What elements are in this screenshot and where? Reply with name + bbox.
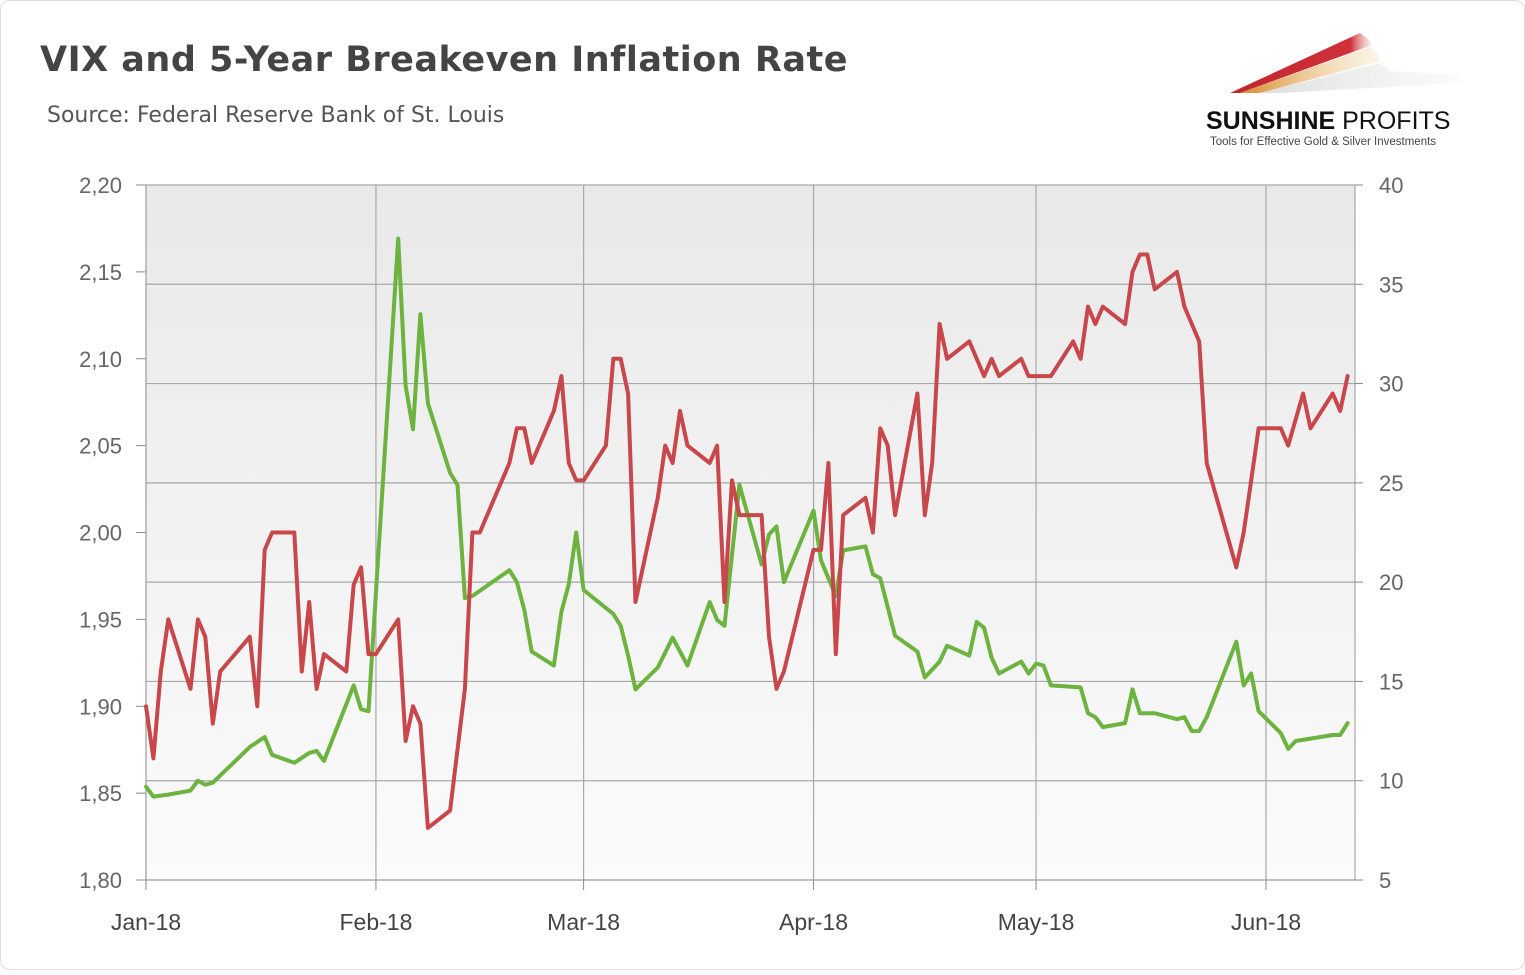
right-tick-label: 25 — [1379, 471, 1403, 496]
left-tick-label: 2,20 — [79, 173, 122, 198]
left-tick-label: 1,90 — [79, 694, 122, 719]
x-tick-label: Jan-18 — [111, 909, 181, 935]
logo-name-light: PROFITS — [1335, 107, 1451, 135]
right-tick-label: 35 — [1379, 272, 1403, 297]
sunshine-profits-logo: SUNSHINE PROFITS Tools for Effective Gol… — [1200, 25, 1500, 155]
left-tick-label: 2,10 — [79, 347, 122, 372]
logo-name-bold: SUNSHINE — [1206, 107, 1336, 135]
right-tick-label: 10 — [1379, 769, 1403, 794]
right-tick-label: 40 — [1379, 173, 1403, 198]
x-tick-label: May-18 — [998, 909, 1075, 935]
left-tick-label: 1,80 — [79, 868, 122, 893]
right-tick-label: 20 — [1379, 570, 1403, 595]
logo-tagline: Tools for Effective Gold & Silver Invest… — [1210, 136, 1437, 148]
logo-name: SUNSHINE PROFITS — [1206, 107, 1450, 136]
left-tick-label: 1,95 — [79, 607, 122, 632]
left-tick-label: 2,00 — [79, 521, 122, 546]
x-tick-label: Feb-18 — [339, 909, 412, 935]
plot-area — [146, 185, 1355, 880]
axes: 5 10 15 20 25 30 35 40 1,80 1,85 1,90 1,95 2,00 2,05 2… — [79, 173, 1403, 935]
chart-title: VIX and 5-Year Breakeven Inflation Rate — [40, 40, 848, 80]
vix-line — [144, 236, 1350, 799]
left-tick-label: 1,85 — [79, 781, 122, 806]
left-tick-label: 2,15 — [79, 260, 122, 285]
x-tick-label: Mar-18 — [547, 909, 620, 935]
x-tick-label: Apr-18 — [779, 909, 848, 935]
right-tick-label: 15 — [1379, 669, 1403, 694]
right-tick-label: 5 — [1379, 868, 1391, 893]
x-tick-label: Jun-18 — [1231, 909, 1301, 935]
logo-swoosh-icon — [1230, 33, 1460, 93]
series-lines — [144, 236, 1350, 830]
left-tick-label: 2,05 — [79, 434, 122, 459]
breakeven-inflation-line — [144, 252, 1350, 830]
chart-source: Source: Federal Reserve Bank of St. Loui… — [47, 103, 505, 128]
right-tick-label: 30 — [1379, 372, 1403, 397]
